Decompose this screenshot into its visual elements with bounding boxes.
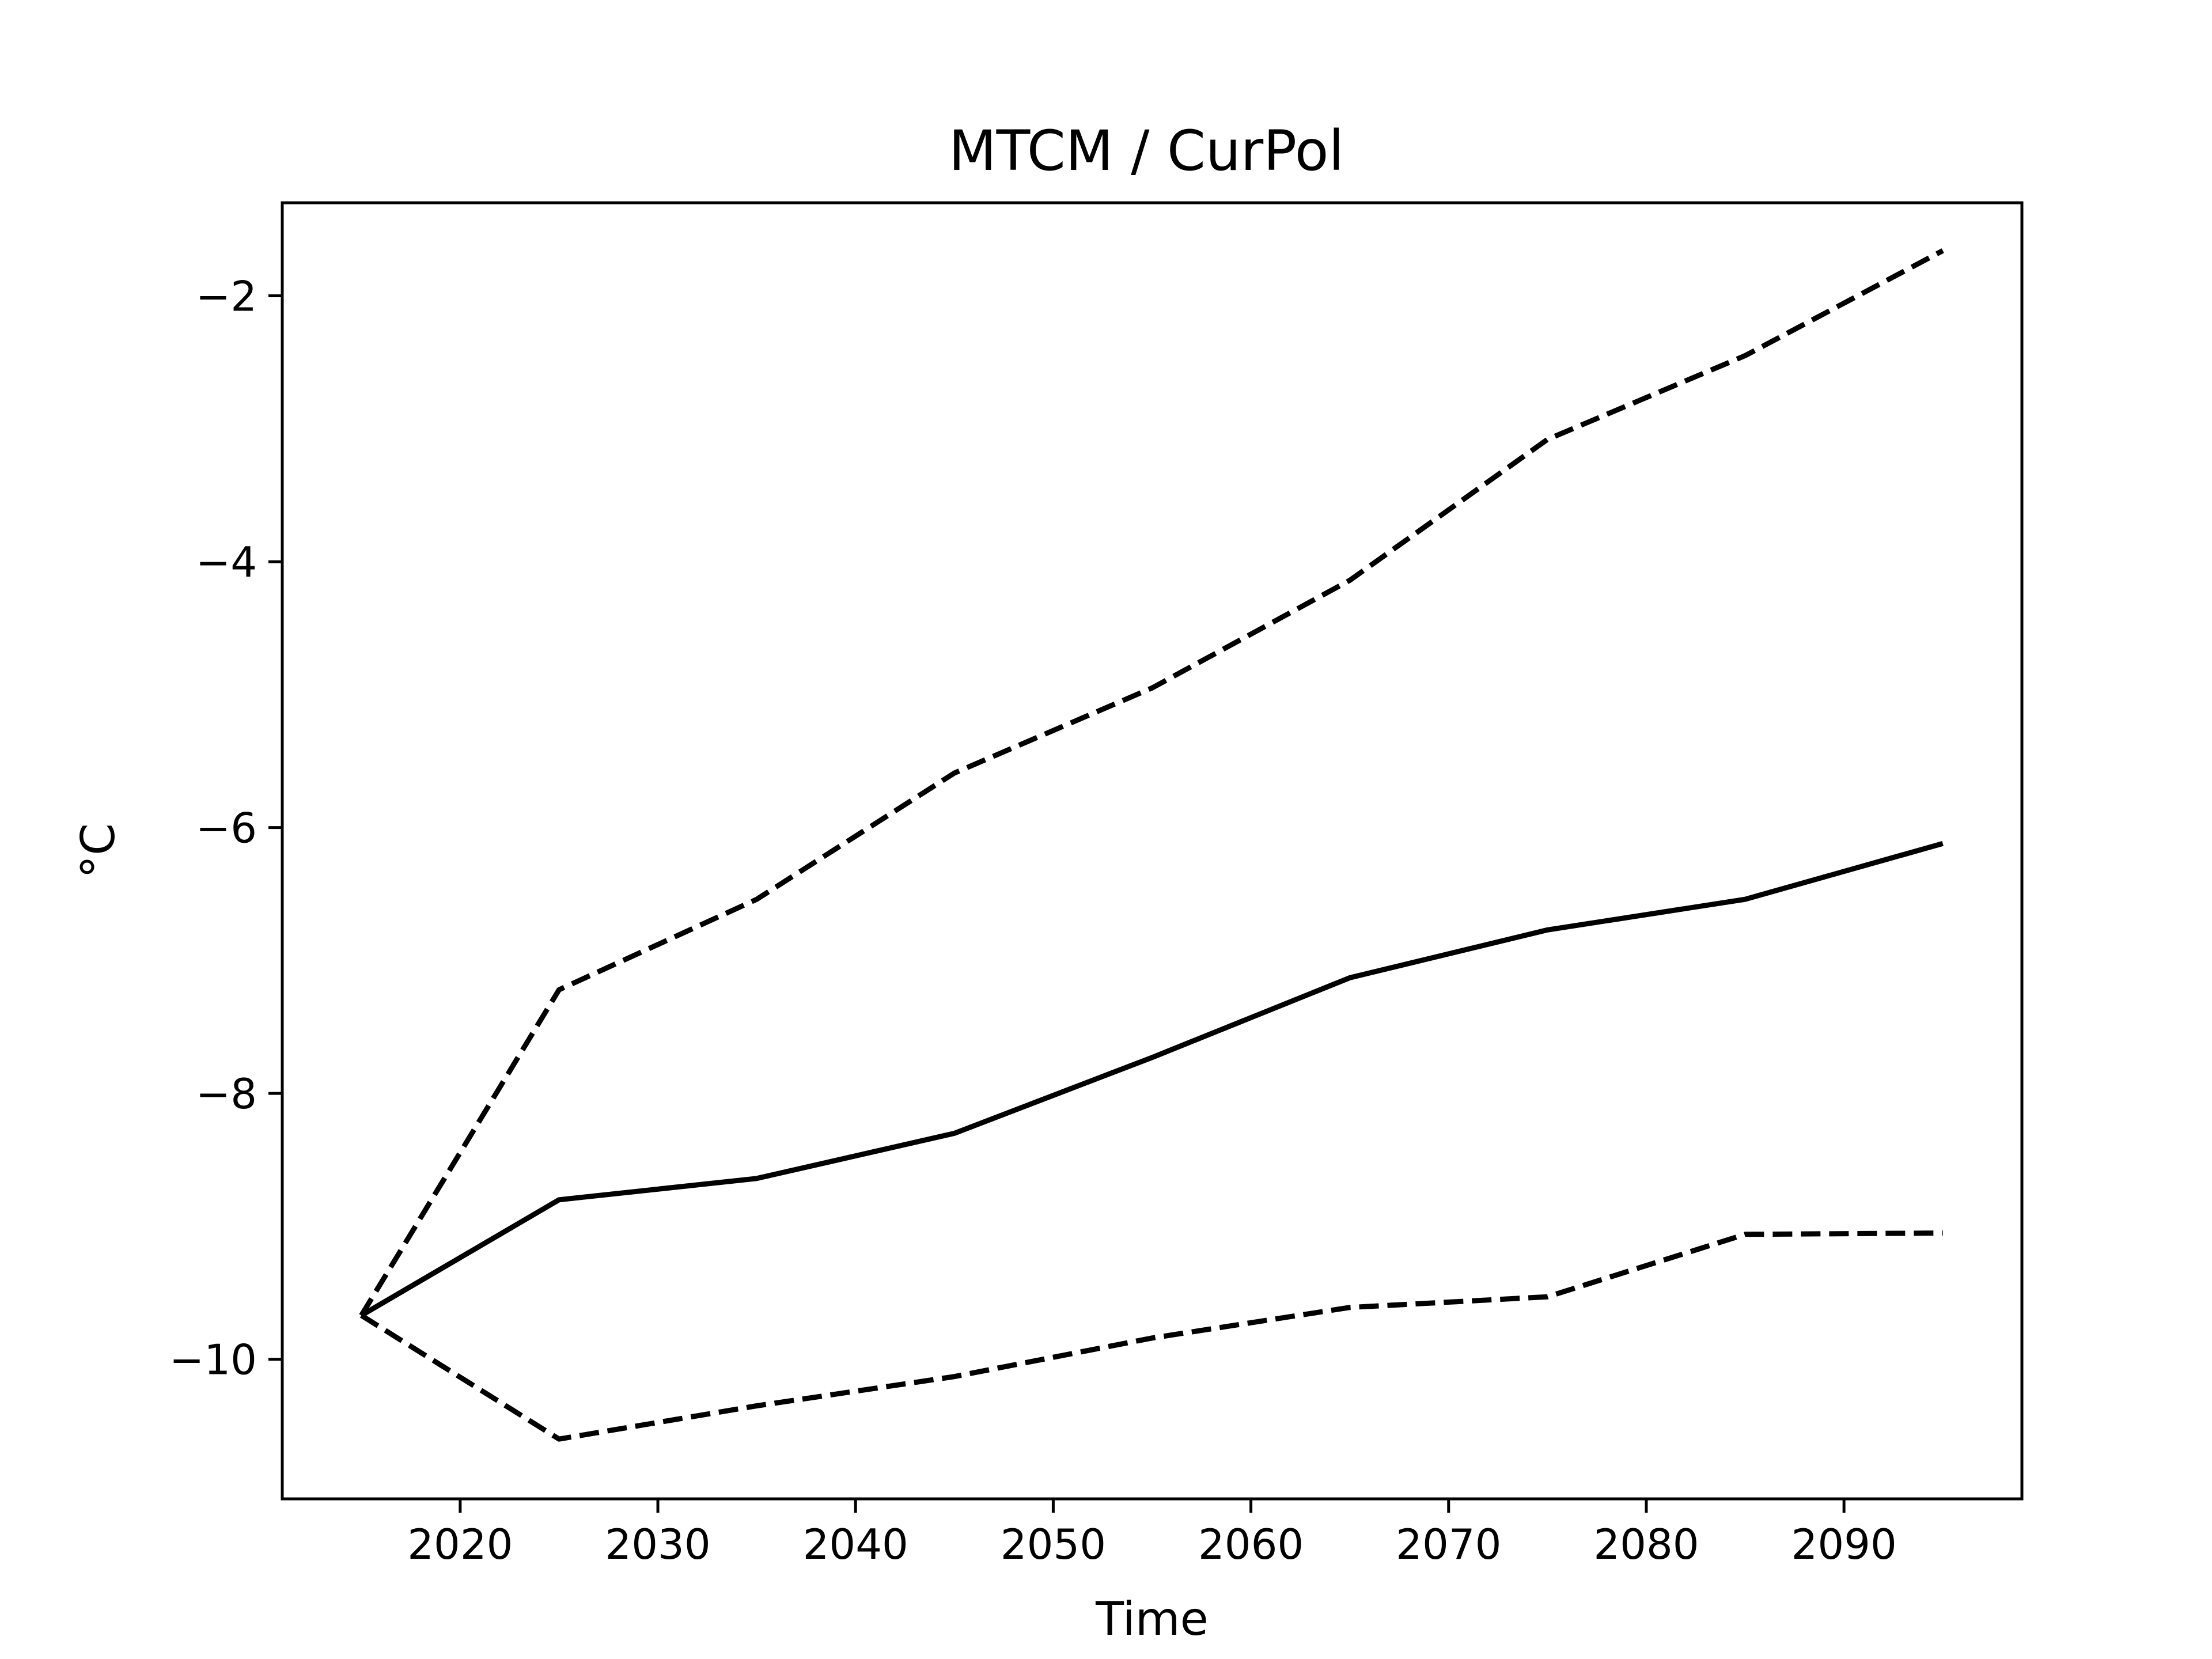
- y-axis-label: °C: [71, 823, 125, 878]
- y-axis: −10 −8 −6 −4 −2: [169, 272, 282, 1384]
- chart-title: MTCM / CurPol: [949, 119, 1344, 183]
- x-tick-label: 2070: [1396, 1520, 1501, 1569]
- x-tick-label: 2080: [1593, 1520, 1699, 1569]
- series-line-2: [360, 840, 1944, 1318]
- x-tick-label: 2090: [1791, 1520, 1897, 1569]
- series-line-3: [359, 1230, 1943, 1442]
- x-tick-label: 2020: [407, 1520, 513, 1569]
- plot-area-frame: [281, 201, 2024, 1501]
- y-tick-label: −2: [196, 272, 257, 321]
- x-tick-label: 2050: [1001, 1520, 1106, 1569]
- x-axis: 2020 2030 2040 2050 2060 2070 2080 2090: [407, 1499, 1897, 1569]
- x-axis-label: Time: [1095, 1592, 1209, 1646]
- x-tick-label: 2040: [803, 1520, 908, 1569]
- series-layer: [359, 248, 1944, 1442]
- y-tick-label: −6: [196, 804, 257, 853]
- y-tick-label: −8: [196, 1070, 257, 1118]
- x-tick-label: 2060: [1198, 1520, 1304, 1569]
- y-tick-label: −4: [196, 538, 257, 586]
- x-tick-label: 2030: [605, 1520, 710, 1569]
- y-tick-label: −10: [169, 1336, 257, 1384]
- series-line-1: [359, 248, 1944, 1317]
